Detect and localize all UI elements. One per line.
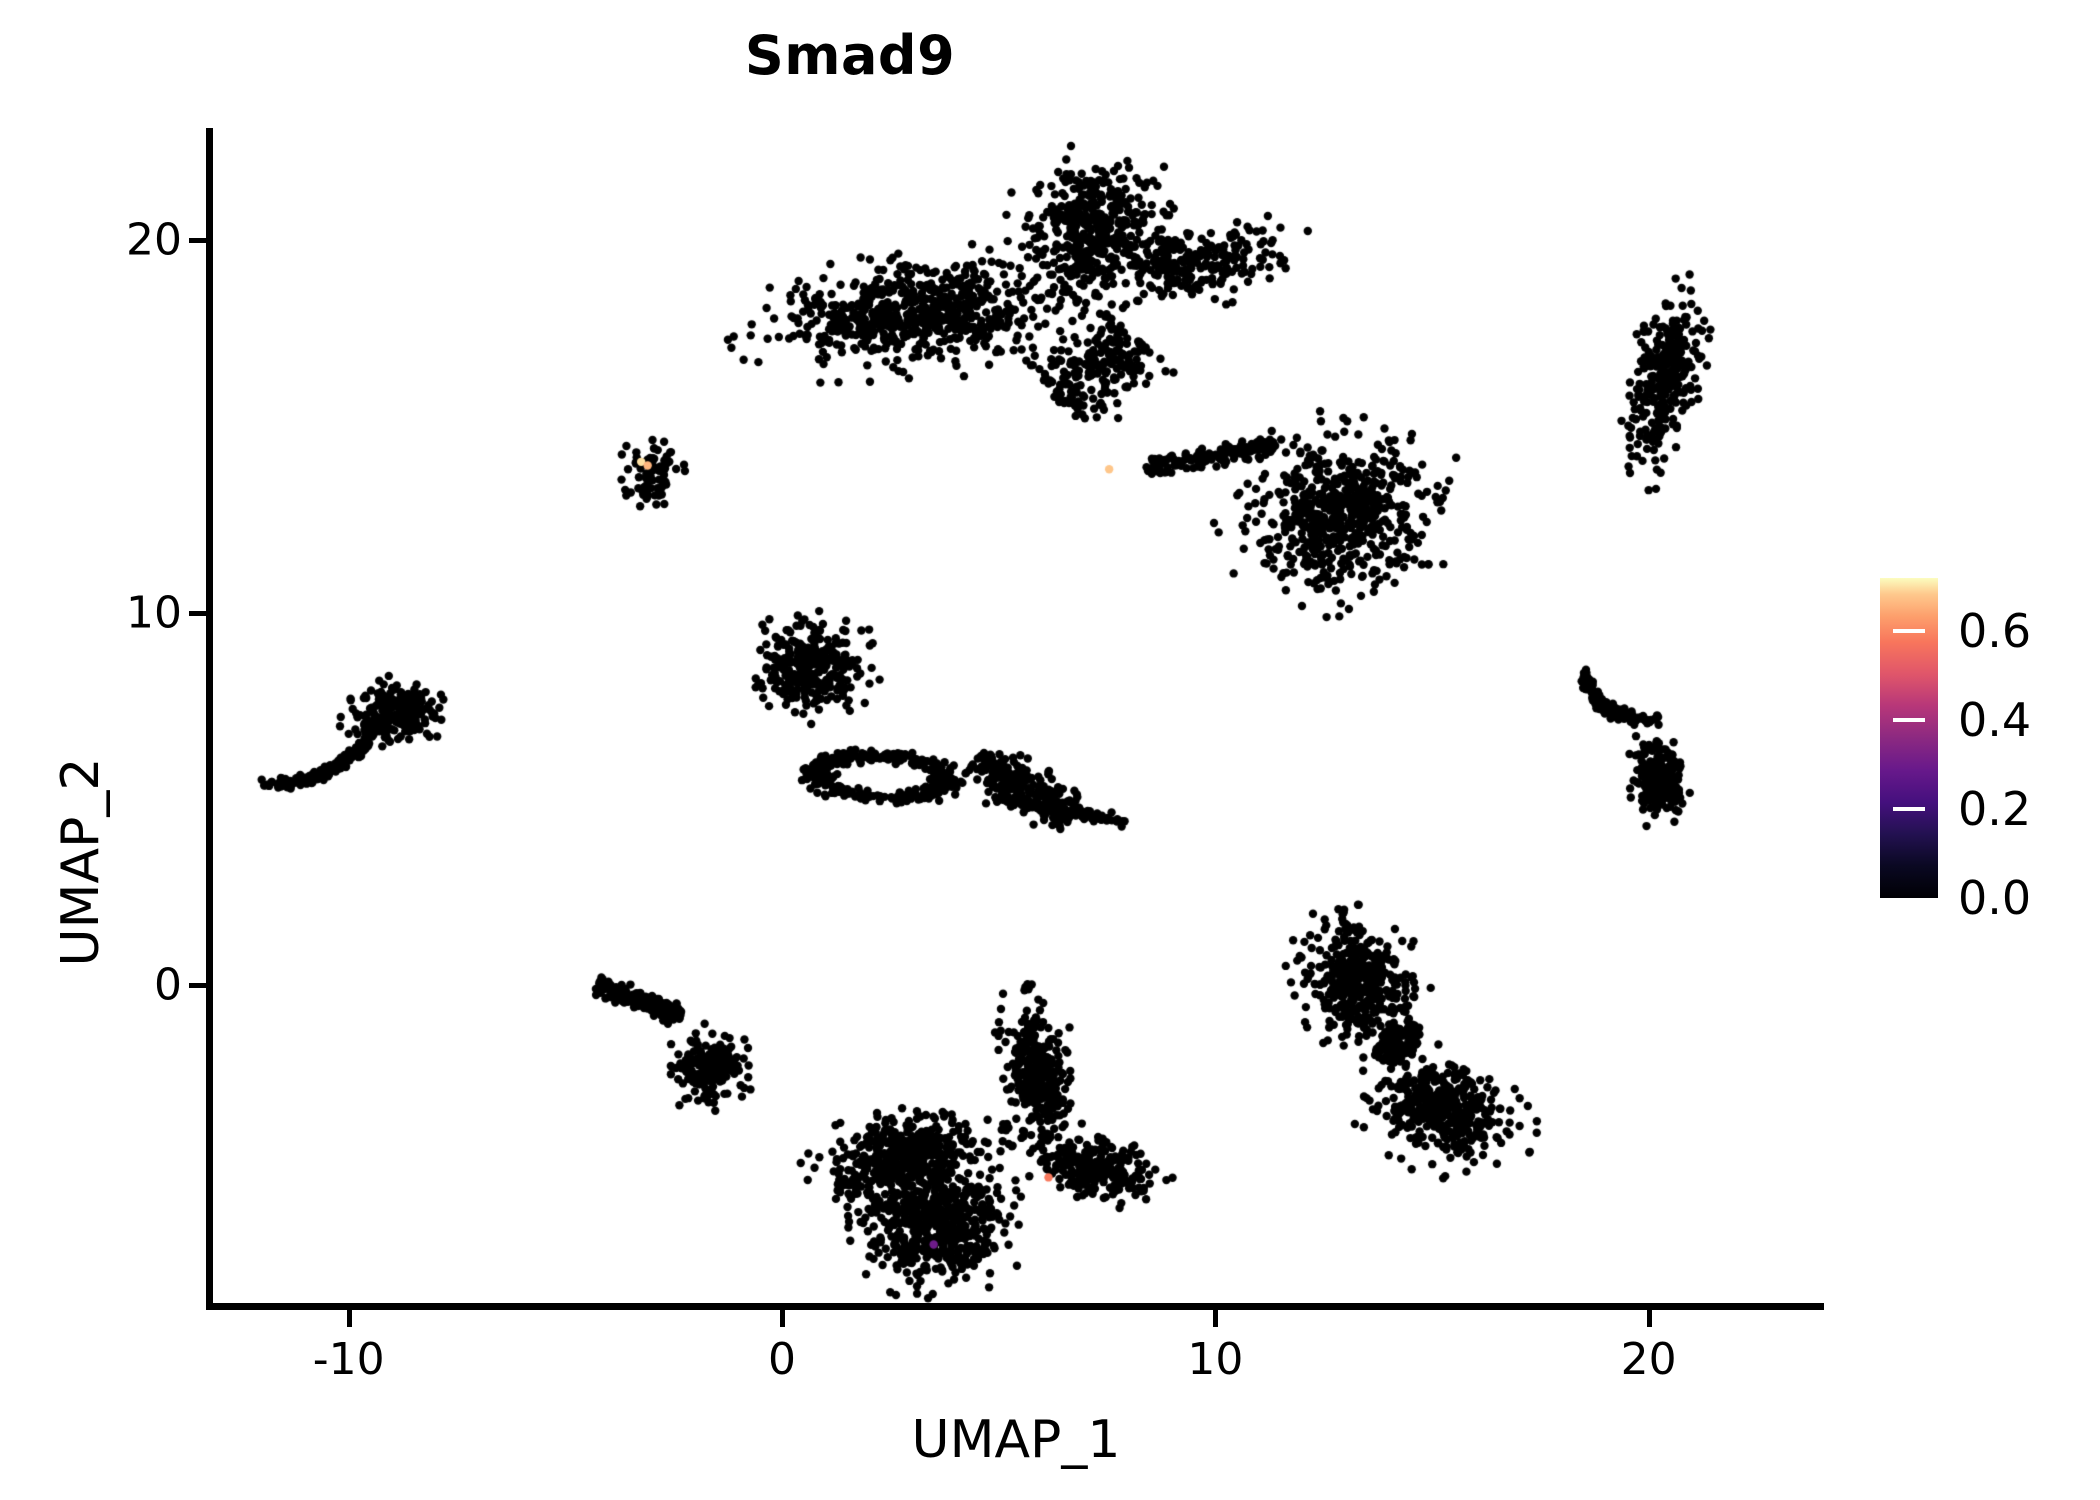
y-axis-tick [189,610,206,616]
y-axis-tick [189,983,206,989]
x-axis-tick [346,1310,352,1327]
y-axis-tick [189,238,206,244]
y-axis-tick-group: 0 10 20 [0,0,206,1500]
x-axis-spine [206,1303,1824,1310]
colorbar-tick-label: 0.6 [1958,604,2032,659]
x-axis-tick-label: 20 [1620,1334,1677,1385]
y-axis-tick-label: 20 [126,214,182,266]
y-axis-tick-label: 10 [126,587,182,639]
colorbar-tick-label: 0.0 [1958,871,2032,925]
chart-title: Smad9 [744,24,956,87]
y-axis-label: UMAP_2 [51,757,111,967]
colorbar-tick [1893,807,1925,812]
y-axis-spine [206,128,213,1310]
plot-area [210,132,1822,1306]
colorbar-tick-label: 0.4 [1958,693,2032,748]
colorbar-tick-label: 0.2 [1958,782,2032,837]
x-axis-tick [780,1310,785,1327]
x-axis-tick-label: -10 [312,1334,385,1385]
y-axis-tick-label: 0 [154,959,182,1011]
x-axis-label: UMAP_1 [911,1410,1121,1470]
scatter-point-cloud [210,132,1822,1306]
y-axis-label-wrap: UMAP_2 [40,132,111,1306]
colorbar-tick [1893,629,1925,634]
x-axis-tick-label: 0 [768,1334,796,1385]
colorbar-legend: 0.0 0.2 0.4 0.6 [1880,578,2080,925]
x-axis-tick [1213,1310,1219,1327]
x-axis-tick [1646,1310,1652,1327]
colorbar-gradient [1880,578,1938,898]
colorbar-tick [1893,718,1925,723]
x-axis-tick-label: 10 [1187,1334,1244,1385]
